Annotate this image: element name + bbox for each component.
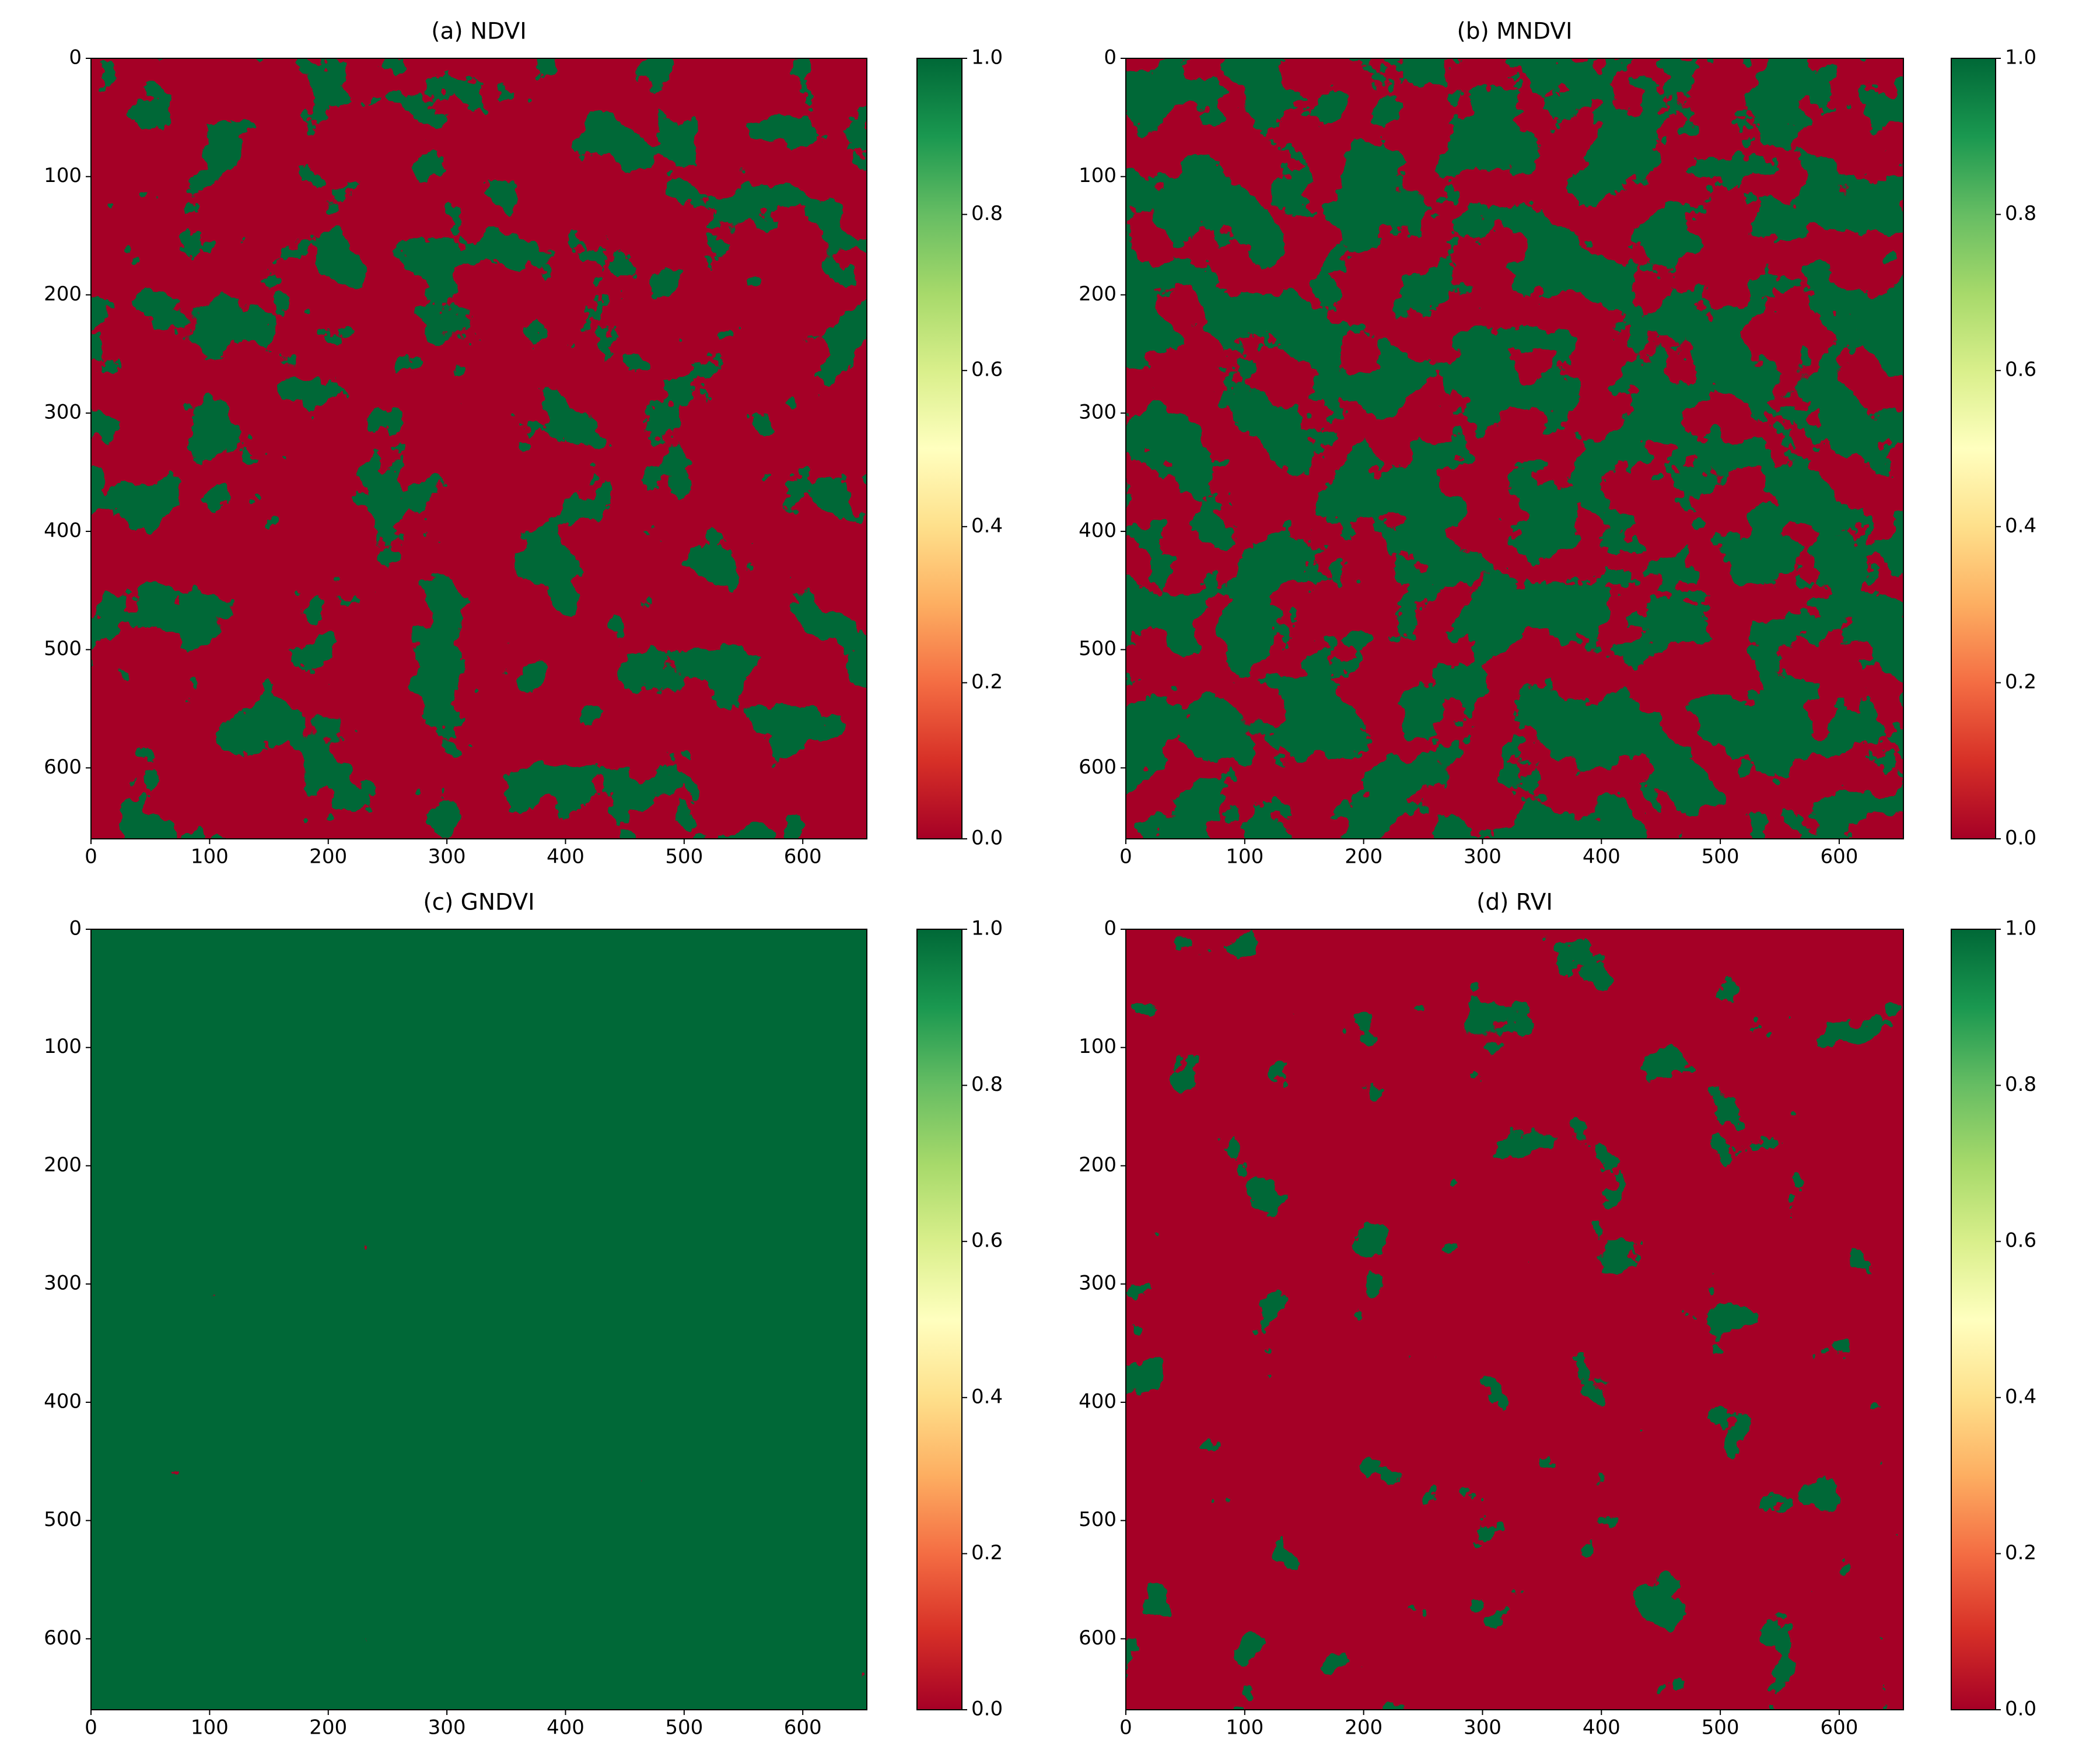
colorbar-tick-label: 0.4 — [971, 514, 1003, 537]
colorbar-tick-label: 0.8 — [971, 202, 1003, 225]
y-tick-label: 200 — [44, 1153, 82, 1177]
x-tick-label: 0 — [1119, 845, 1132, 869]
panel-title: (a) NDVI — [431, 19, 526, 45]
y-tick-label: 400 — [44, 519, 82, 542]
x-tick-label: 0 — [1119, 1716, 1132, 1740]
axes-frame — [1125, 929, 1904, 1710]
colorbar-tick-label: 0.6 — [2005, 1229, 2036, 1252]
image-texture — [91, 58, 867, 839]
y-tick-label: 400 — [44, 1390, 82, 1413]
image-texture — [91, 929, 867, 1710]
colorbar-tick-label: 1.0 — [2005, 46, 2036, 69]
colorbar — [1951, 58, 1996, 839]
y-tick-label: 600 — [1079, 755, 1116, 779]
panel-title: (b) MNDVI — [1457, 19, 1573, 45]
y-tick-label: 500 — [44, 1508, 82, 1531]
x-tick-label: 200 — [309, 1716, 347, 1740]
x-tick-label: 300 — [428, 1716, 466, 1740]
colorbar-tick-label: 0.6 — [971, 1229, 1003, 1252]
colorbar-tick-label: 0.2 — [971, 1541, 1003, 1564]
colorbar-tick-label: 0.8 — [2005, 202, 2036, 225]
colorbar-tick-label: 0.0 — [2005, 1698, 2036, 1721]
colorbar-tick-label: 0.6 — [971, 358, 1003, 382]
axes-frame — [1125, 58, 1904, 839]
colorbar — [916, 929, 963, 1710]
y-tick-label: 200 — [1079, 1153, 1116, 1177]
colorbar-tick-label: 0.4 — [2005, 1385, 2036, 1408]
colorbar-tick-label: 1.0 — [2005, 917, 2036, 940]
colorbar — [916, 58, 963, 839]
colorbar-tick-label: 0.4 — [971, 1385, 1003, 1408]
colorbar-tick-label: 0.2 — [2005, 1541, 2036, 1564]
y-tick-label: 100 — [1079, 164, 1116, 187]
colorbar-tick-label: 0.8 — [971, 1073, 1003, 1096]
x-tick-label: 400 — [547, 1716, 584, 1740]
y-tick-label: 0 — [69, 917, 82, 940]
y-tick-label: 100 — [1079, 1035, 1116, 1058]
x-tick-label: 100 — [1226, 1716, 1264, 1740]
y-tick-label: 200 — [1079, 282, 1116, 306]
x-tick-label: 200 — [309, 845, 347, 869]
colorbar — [1951, 929, 1996, 1710]
y-tick-label: 500 — [44, 637, 82, 660]
x-tick-label: 300 — [428, 845, 466, 869]
y-tick-label: 300 — [1079, 401, 1116, 424]
x-tick-label: 500 — [665, 1716, 703, 1740]
x-tick-label: 300 — [1464, 845, 1502, 869]
x-tick-label: 0 — [85, 1716, 97, 1740]
y-tick-label: 0 — [1104, 917, 1116, 940]
x-tick-label: 600 — [1820, 1716, 1858, 1740]
colorbar-tick-label: 0.2 — [2005, 670, 2036, 694]
colorbar-tick-label: 0.0 — [2005, 827, 2036, 850]
colorbar-tick-label: 0.0 — [971, 827, 1003, 850]
x-tick-label: 100 — [191, 1716, 229, 1740]
y-tick-label: 500 — [1079, 637, 1116, 660]
axes-frame — [90, 58, 867, 839]
x-tick-label: 0 — [85, 845, 97, 869]
x-tick-label: 600 — [784, 1716, 822, 1740]
colorbar-tick-label: 1.0 — [971, 46, 1003, 69]
y-tick-label: 100 — [44, 164, 82, 187]
y-tick-label: 400 — [1079, 1390, 1116, 1413]
y-tick-label: 600 — [44, 1626, 82, 1650]
x-tick-label: 600 — [784, 845, 822, 869]
panel-title: (c) GNDVI — [423, 890, 534, 916]
x-tick-label: 100 — [191, 845, 229, 869]
panel-title: (d) RVI — [1476, 890, 1553, 916]
x-tick-label: 500 — [1702, 845, 1740, 869]
y-tick-label: 200 — [44, 282, 82, 306]
image-texture — [1126, 929, 1903, 1710]
x-tick-label: 300 — [1464, 1716, 1502, 1740]
y-tick-label: 300 — [44, 1272, 82, 1295]
colorbar-tick-label: 0.0 — [971, 1698, 1003, 1721]
y-tick-label: 400 — [1079, 519, 1116, 542]
x-tick-label: 100 — [1226, 845, 1264, 869]
y-tick-label: 600 — [1079, 1626, 1116, 1650]
y-tick-label: 300 — [44, 401, 82, 424]
colorbar-tick-label: 0.8 — [2005, 1073, 2036, 1096]
y-tick-label: 600 — [44, 755, 82, 779]
x-tick-label: 500 — [1702, 1716, 1740, 1740]
y-tick-label: 100 — [44, 1035, 82, 1058]
image-texture — [1126, 58, 1903, 839]
x-tick-label: 200 — [1345, 1716, 1382, 1740]
colorbar-tick-label: 0.4 — [2005, 514, 2036, 537]
x-tick-label: 400 — [547, 845, 584, 869]
colorbar-tick-label: 0.2 — [971, 670, 1003, 694]
x-tick-label: 400 — [1583, 845, 1620, 869]
x-tick-label: 500 — [665, 845, 703, 869]
axes-frame — [90, 929, 867, 1710]
x-tick-label: 600 — [1820, 845, 1858, 869]
colorbar-tick-label: 1.0 — [971, 917, 1003, 940]
y-tick-label: 500 — [1079, 1508, 1116, 1531]
x-tick-label: 200 — [1345, 845, 1382, 869]
x-tick-label: 400 — [1583, 1716, 1620, 1740]
colorbar-tick-label: 0.6 — [2005, 358, 2036, 382]
y-tick-label: 0 — [69, 46, 82, 69]
y-tick-label: 300 — [1079, 1272, 1116, 1295]
y-tick-label: 0 — [1104, 46, 1116, 69]
